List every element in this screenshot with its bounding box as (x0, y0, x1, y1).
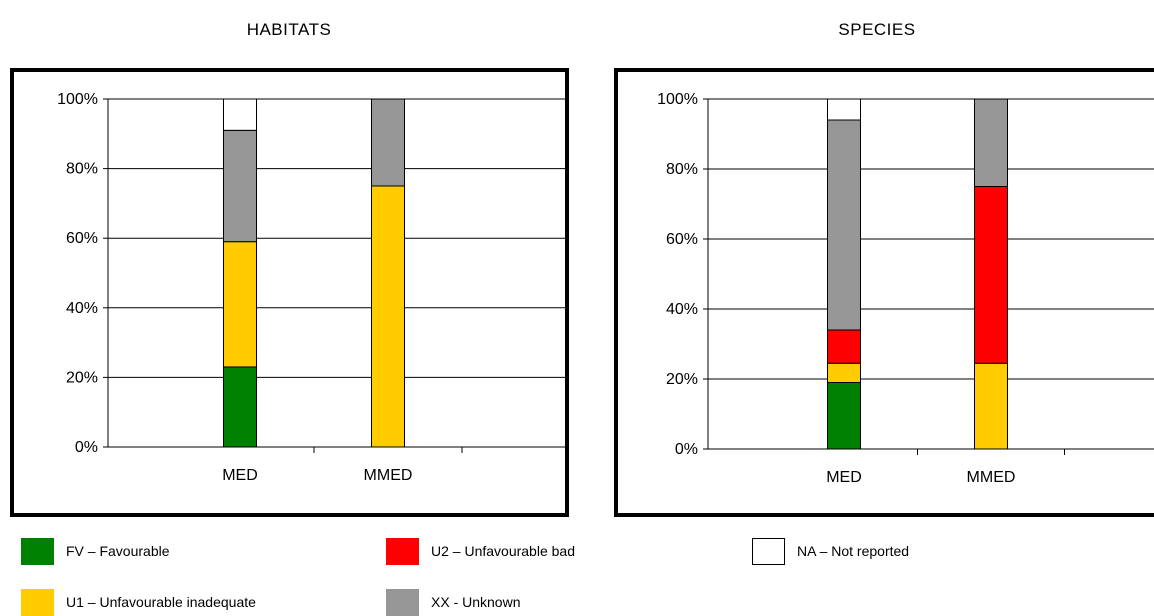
habitats-chart: 0% 20% 40% 60% 80% 100% MED MMED (57, 91, 565, 484)
habitats-bar-med-u1 (223, 241, 257, 368)
habitats-bar-med-xx (223, 129, 257, 243)
habitats-y-tick-label: 60% (66, 230, 98, 247)
habitats-category-label: MED (222, 467, 258, 484)
legend-item-u2: U2 – Unfavourable bad (386, 537, 575, 565)
legend-item-fv: FV – Favourable (21, 537, 170, 565)
species-bar-med-fv (827, 382, 861, 450)
legend-swatch-fv (21, 537, 54, 565)
species-bar-mmed-u2 (974, 186, 1008, 364)
legend-label-na: NA – Not reported (797, 543, 910, 559)
species-y-tick-label: 40% (666, 301, 698, 318)
species-y-tick-label: 0% (675, 441, 698, 458)
habitats-bar-mmed-xx (371, 98, 405, 187)
habitats-bar-med-fv (223, 366, 257, 448)
habitats-y-tick-label: 40% (66, 300, 98, 317)
habitats-category-label: MMED (364, 467, 413, 484)
habitats-bar-med-na (223, 98, 257, 131)
habitats-y-tick-label: 80% (66, 161, 98, 178)
species-bar-mmed-xx (974, 98, 1008, 187)
species-bar-med-u2 (827, 329, 861, 364)
habitats-y-tick-label: 20% (66, 369, 98, 386)
species-category-label: MED (826, 469, 862, 486)
species-y-tick-label: 80% (666, 161, 698, 178)
species-bar-mmed-u1 (974, 362, 1008, 450)
species-chart-frame: 0% 20% 40% 60% 80% 100% MED MMED (614, 68, 1154, 517)
species-category-label: MMED (967, 469, 1016, 486)
species-title: SPECIES (838, 20, 916, 39)
habitats-title: HABITATS (246, 20, 332, 39)
species-bar-med-na (827, 98, 861, 121)
species-y-tick-label: 100% (657, 91, 698, 108)
habitats-chart-frame: 0% 20% 40% 60% 80% 100% MED MMED (10, 68, 569, 517)
legend-label-u1: U1 – Unfavourable inadequate (66, 594, 256, 610)
legend-swatch-na (752, 537, 785, 565)
species-chart: 0% 20% 40% 60% 80% 100% MED MMED (657, 91, 1154, 486)
legend-label-fv: FV – Favourable (66, 543, 170, 559)
species-y-tick-label: 60% (666, 231, 698, 248)
habitats-y-tick-label: 100% (57, 91, 98, 108)
species-y-tick-label: 20% (666, 371, 698, 388)
habitats-y-tick-label: 0% (75, 439, 98, 456)
species-bar-med-xx (827, 119, 861, 331)
legend-swatch-xx (386, 588, 419, 616)
legend-swatch-u2 (386, 537, 419, 565)
legend-label-u2: U2 – Unfavourable bad (431, 543, 575, 559)
legend-swatch-u1 (21, 588, 54, 616)
habitats-bar-mmed-u1 (371, 185, 405, 448)
legend-item-na: NA – Not reported (752, 537, 909, 565)
legend-item-xx: XX - Unknown (386, 588, 520, 616)
species-bar-med-u1 (827, 362, 861, 383)
legend-label-xx: XX - Unknown (431, 594, 521, 610)
legend-item-u1: U1 – Unfavourable inadequate (21, 588, 256, 616)
